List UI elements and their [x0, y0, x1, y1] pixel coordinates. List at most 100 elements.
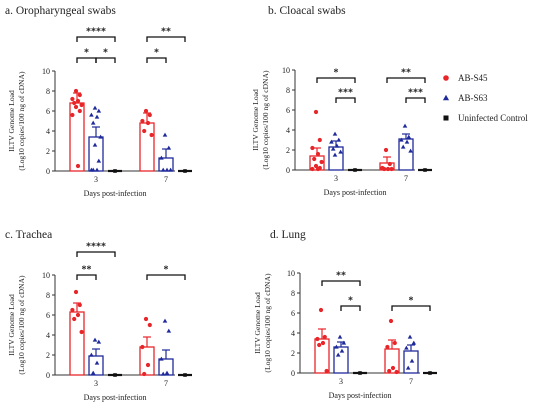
y-axis-label: ILTV Genome Load [7, 90, 16, 152]
data-point [402, 123, 408, 128]
data-point [166, 328, 172, 333]
data-point [332, 152, 338, 157]
bar [88, 355, 104, 376]
y-axis-label-units: (Log10 copies/100 ng of cDNA) [17, 275, 26, 375]
data-point [79, 329, 84, 335]
data-point [388, 318, 394, 324]
y-axis-label-units: (Log10 copies/100 ng of cDNA) [261, 70, 270, 170]
data-point [75, 163, 81, 169]
y-tick-label: 0 [46, 167, 50, 176]
data-point [70, 112, 75, 118]
data-point [315, 151, 321, 157]
significance-bracket [146, 57, 167, 63]
y-tick-label: 8 [46, 291, 50, 300]
data-point [72, 100, 77, 106]
data-point [79, 102, 84, 108]
data-point [330, 146, 336, 151]
data-point [75, 98, 81, 104]
y-tick-label: 10 [42, 67, 50, 76]
data-point [159, 356, 164, 361]
chart-panels: a. Oropharyngeal swabs 0 2 4 6 8 10 ILTV Genome… [5, 5, 437, 402]
data-point [341, 340, 347, 345]
y-tick-label: 10 [42, 271, 50, 280]
legend-marker-triangle [442, 94, 450, 101]
panel-title: d. Lung [270, 229, 306, 241]
significance-bracket [76, 36, 116, 42]
significance-bracket [76, 57, 97, 63]
significance-bracket [391, 305, 431, 311]
significance-label: ** [161, 27, 171, 38]
data-point [409, 358, 415, 363]
x-axis-label: Days post-infection [84, 189, 147, 198]
significance-bracket [76, 274, 97, 280]
data-point [113, 373, 117, 377]
significance-label: **** [86, 27, 106, 38]
data-point [73, 104, 79, 110]
significance-bracket [316, 77, 356, 83]
bar [139, 346, 155, 376]
significance-label: * [84, 48, 89, 59]
data-point [164, 370, 170, 375]
data-point [400, 144, 406, 149]
data-point [313, 163, 319, 169]
data-point [92, 105, 98, 110]
data-point [334, 143, 340, 148]
data-point [310, 145, 315, 151]
significance-label: ** [401, 68, 411, 79]
data-point [405, 365, 411, 370]
y-axis-label: ILTV Genome Load [251, 89, 260, 151]
data-point [338, 149, 343, 154]
data-point [149, 132, 154, 138]
bar [88, 136, 104, 172]
y-axis-label: ILTV Genome Load [253, 292, 262, 354]
significance-bracket [76, 251, 116, 257]
significance-bracket [335, 97, 356, 103]
data-point [90, 167, 96, 172]
x-tick-label: 3 [94, 379, 98, 388]
y-tick-label: 2 [46, 351, 50, 360]
y-axis-label-units: (Log10 copies/100 ng of cDNA) [17, 71, 26, 171]
data-point [98, 134, 103, 139]
data-point [94, 167, 100, 172]
y-tick-label: 2 [46, 147, 50, 156]
x-tick-label: 7 [164, 175, 168, 184]
data-point [320, 340, 326, 346]
data-point [390, 365, 396, 371]
significance-label: *** [408, 88, 423, 99]
data-point [318, 307, 324, 313]
data-point [310, 166, 315, 172]
y-axis-label-units: (Log10 copies/100 ng of cDNA) [263, 273, 272, 373]
y-tick-label: 4 [291, 329, 295, 338]
data-point [147, 322, 152, 328]
x-tick-label: 3 [339, 377, 343, 386]
data-point [92, 142, 98, 147]
x-axis-label: Days post-infection [324, 188, 387, 197]
significance-label: * [348, 296, 353, 307]
data-point [183, 169, 187, 173]
panel-title: b. Cloacal swabs [268, 5, 346, 17]
data-point [166, 145, 172, 150]
data-point [147, 112, 152, 118]
y-tick-label: 10 [282, 66, 290, 75]
significance-bracket [95, 57, 116, 63]
significance-bracket [340, 305, 361, 311]
data-point [73, 289, 79, 295]
data-point [94, 360, 100, 365]
data-point [385, 166, 391, 172]
legend-label: AB-S45 [458, 73, 488, 83]
y-tick-label: 6 [46, 311, 50, 320]
data-point [387, 368, 392, 374]
panel-3: c. Trachea 0 2 4 6 8 10 ILTV Genome Load (Log10 … [5, 229, 192, 402]
significance-label: * [103, 48, 108, 59]
data-point [353, 168, 357, 172]
data-point [317, 342, 322, 348]
data-point [160, 167, 166, 172]
data-point [145, 362, 151, 368]
data-point [140, 344, 145, 350]
data-point [168, 167, 173, 172]
data-point [322, 334, 327, 340]
data-point [392, 340, 397, 346]
data-point [329, 139, 334, 144]
data-point [73, 88, 79, 94]
data-point [385, 344, 390, 350]
